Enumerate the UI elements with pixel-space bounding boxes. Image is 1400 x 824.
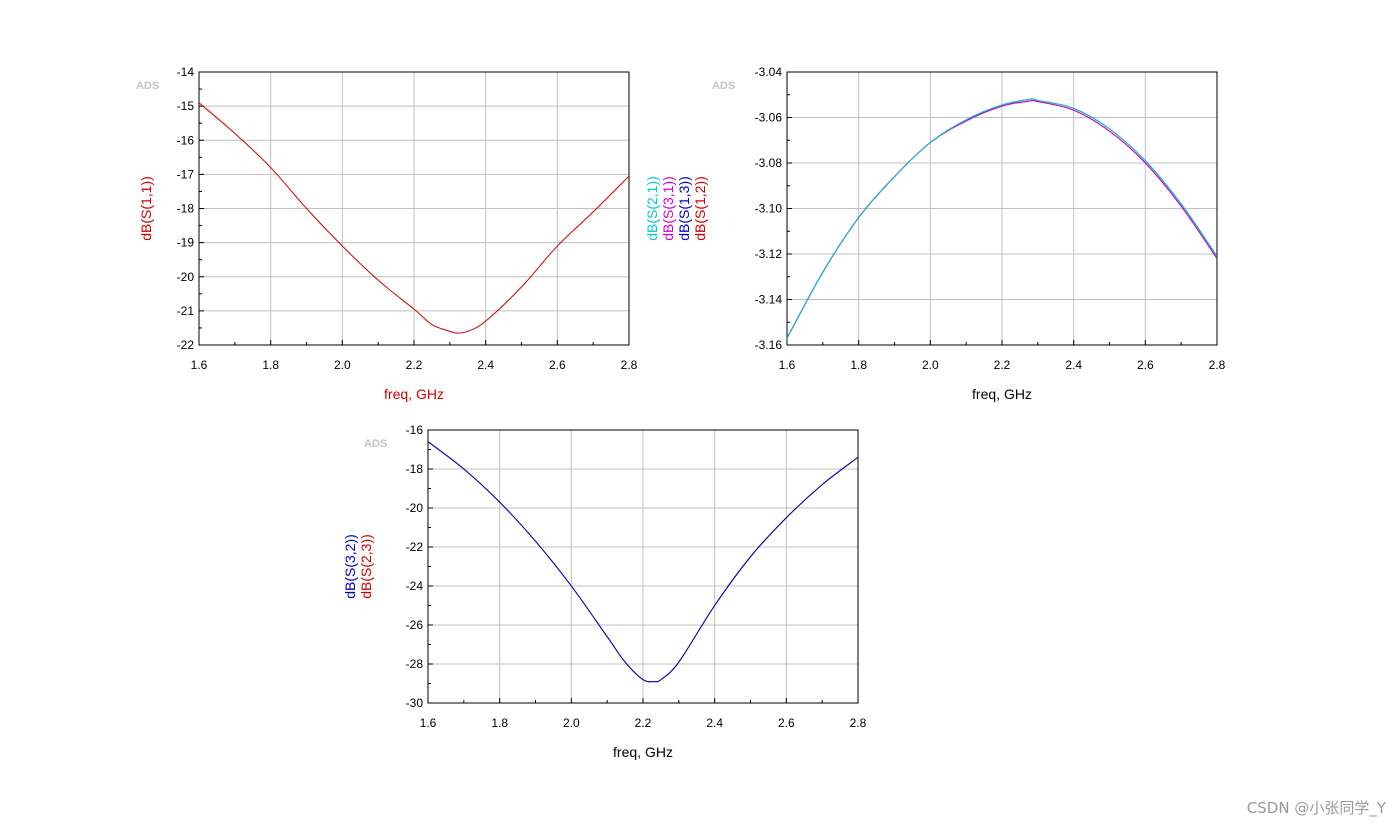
x-tick-label: 2.4 [477, 358, 494, 372]
y-tick-label: -3.14 [755, 293, 783, 307]
y-tick-label: -24 [406, 579, 424, 593]
series-label: dB(S(1,2)) [692, 176, 708, 241]
series-label: dB(S(1,3)) [676, 176, 692, 241]
x-tick-label: 2.4 [706, 716, 723, 730]
series-line-dB(S(1,1)) [199, 102, 629, 334]
x-tick-label: 2.2 [406, 358, 423, 372]
series-label: dB(S(2,3)) [358, 534, 374, 599]
y-tick-label: -3.06 [755, 111, 783, 125]
series-label: dB(S(1,1)) [138, 176, 154, 241]
series-line-dB(S(2,1)) [787, 98, 1217, 339]
y-tick-label: -18 [177, 202, 195, 216]
x-tick-label: 2.0 [922, 358, 939, 372]
x-tick-label: 2.4 [1065, 358, 1082, 372]
ads-logo: ADS [136, 80, 159, 92]
y-tick-label: -15 [177, 99, 195, 113]
y-tick-label: -21 [177, 304, 195, 318]
y-tick-label: -20 [177, 270, 195, 284]
y-tick-label: -22 [177, 338, 195, 352]
x-tick-label: 2.8 [1209, 358, 1226, 372]
ads-logo: ADS [712, 80, 735, 92]
x-tick-label: 1.8 [262, 358, 279, 372]
x-tick-label: 1.8 [850, 358, 867, 372]
x-tick-label: 2.2 [994, 358, 1011, 372]
x-tick-label: 1.6 [191, 358, 208, 372]
x-axis-label: freq, GHz [384, 386, 444, 402]
x-tick-label: 2.8 [850, 716, 867, 730]
ads-logo: ADS [364, 438, 387, 450]
watermark: CSDN @小张同学_Y [1246, 799, 1386, 817]
y-tick-label: -3.16 [755, 338, 783, 352]
y-tick-label: -17 [177, 167, 195, 181]
y-tick-label: -28 [406, 657, 424, 671]
chart-s32-s23: ADS 1.6 1.8 2.0 2.2 2.4 2.6 2.8 -16 -18 -20 -22 -24 -… [342, 423, 867, 760]
y-tick-label: -30 [406, 696, 424, 710]
y-tick-label: -3.10 [755, 202, 783, 216]
x-tick-label: 2.0 [334, 358, 351, 372]
series-line-dB(S(3,2)) [428, 441, 858, 683]
chart-s11: ADS 1.6 1.8 2.0 2.2 2.4 2.6 2.8 -14 -15 -16 -17 -18 -… [136, 65, 638, 402]
x-tick-label: 2.8 [621, 358, 638, 372]
series-label: dB(S(3,2)) [342, 534, 358, 599]
x-tick-label: 2.6 [549, 358, 566, 372]
plot-frame [786, 71, 1218, 346]
y-tick-label: -18 [406, 462, 424, 476]
x-axis-label: freq, GHz [613, 744, 673, 760]
x-tick-label: 1.6 [420, 716, 437, 730]
series-label: dB(S(2,1)) [644, 176, 660, 241]
y-tick-label: -19 [177, 236, 195, 250]
plot-frame [198, 71, 630, 346]
y-tick-label: -3.12 [755, 247, 783, 261]
y-tick-label: -16 [177, 133, 195, 147]
y-tick-label: -14 [177, 65, 195, 79]
y-tick-label: -3.08 [755, 156, 783, 170]
y-tick-label: -3.04 [755, 65, 783, 79]
x-tick-label: 2.6 [1137, 358, 1154, 372]
y-tick-label: -22 [406, 540, 424, 554]
y-tick-label: -16 [406, 423, 424, 437]
series-label: dB(S(3,1)) [660, 176, 676, 241]
x-axis-label: freq, GHz [972, 386, 1032, 402]
x-tick-label: 1.8 [491, 716, 508, 730]
plot-frame [427, 429, 859, 704]
y-tick-label: -26 [406, 618, 424, 632]
x-tick-label: 2.2 [635, 716, 652, 730]
chart-transmission: ADS 1.6 1.8 2.0 2.2 2.4 2.6 2.8 -3.04 -3.06 -3.08 -… [644, 65, 1226, 402]
x-tick-label: 1.6 [779, 358, 796, 372]
x-tick-label: 2.0 [563, 716, 580, 730]
y-tick-label: -20 [406, 501, 424, 515]
x-tick-label: 2.6 [778, 716, 795, 730]
